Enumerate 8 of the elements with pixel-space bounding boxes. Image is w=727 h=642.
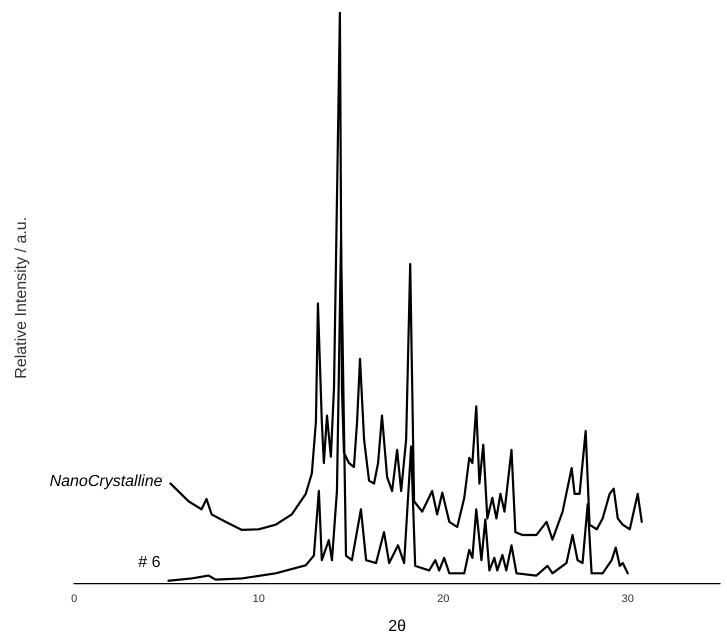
series-label: NanoCrystalline: [50, 473, 163, 490]
y-axis-title: Relative Intensity / a.u.: [13, 216, 30, 379]
x-tick-label: 0: [71, 593, 78, 606]
x-axis-title: 2θ: [388, 618, 406, 635]
x-tick-label: 20: [437, 593, 450, 606]
series-label: # 6: [138, 554, 161, 572]
x-tick-label: 10: [252, 593, 265, 606]
x-tick-label: 30: [622, 593, 634, 606]
